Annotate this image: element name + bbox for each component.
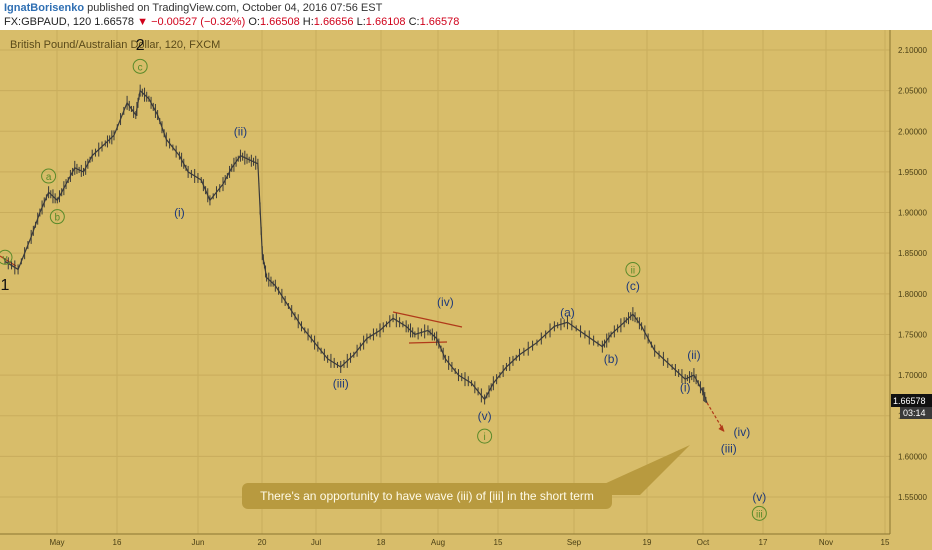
y-tick-label: 1.70000 [898,371,927,380]
wave-label: (iv) [437,295,454,309]
chart-title: British Pound/Australian Dollar, 120, FX… [10,39,220,51]
wave-label: (v) [752,490,766,504]
x-tick-label: 15 [881,538,890,547]
chart-header: IgnatBorisenko published on TradingView.… [0,0,932,30]
y-tick-label: 2.10000 [898,46,927,55]
wave-label: (c) [626,279,640,293]
symbol-line: FX:GBPAUD, 120 1.66578 ▼ −0.00527 (−0.32… [4,16,459,28]
low-label: L: [356,16,366,28]
wave-label-minor: v [3,253,8,264]
x-tick-label: 15 [494,538,503,547]
trendline-upper [392,311,463,328]
x-tick-label: 16 [113,538,122,547]
y-tick-label: 1.55000 [898,493,927,502]
wave-label-minor: ii [631,266,635,277]
wave-label-major: 1 [1,277,10,294]
annotation-callout: There's an opportunity to have wave (iii… [242,483,612,509]
y-tick-label: 2.00000 [898,127,927,136]
wave-label: (iii) [333,376,349,390]
projection [706,402,725,433]
published-text: published on TradingView.com, October 04… [87,2,383,14]
high-value: 1.66656 [313,16,354,28]
projection-arrowhead [718,424,725,432]
x-tick-label: Nov [819,538,833,547]
countdown-text: 03:14 [903,408,926,418]
wave-label-circle [751,505,767,521]
wave-label-minor: b [55,213,61,224]
y-tick-label: 1.85000 [898,249,927,258]
last-price: 1.66578 [94,16,135,28]
callout-pointer [580,445,690,495]
wave-label: (i) [680,380,691,394]
price-change: −0.00527 (−0.32%) [151,16,246,28]
symbol-label: FX:GBPAUD, 120 [4,16,92,28]
countdown-box [900,407,932,419]
wave-label: (v) [478,409,492,423]
wave-label: (ii) [234,124,247,138]
wave-label-minor: iii [756,509,763,520]
x-tick-label: Jul [311,538,321,547]
wave-label: (ii) [687,348,700,362]
x-tick-label: 17 [759,538,768,547]
last-price-box [891,394,932,407]
x-tick-label: 20 [258,538,267,547]
down-arrow-icon: ▼ [137,16,148,28]
chart-background [0,30,932,550]
wave-label: (iv) [734,425,751,439]
wave-label: (a) [560,306,575,320]
wave-label-circle [477,428,493,444]
y-tick-label: 1.95000 [898,168,927,177]
x-tick-label: 19 [643,538,652,547]
last-price-tag-text: 1.66578 [893,396,926,406]
wave-label: (i) [174,206,185,220]
wave-label-circle [625,262,641,277]
wave-label-circle [41,168,57,184]
y-tick-label: 1.80000 [898,290,927,299]
y-tick-label: 1.75000 [898,330,927,339]
chart-grid [0,30,890,534]
y-tick-label: 1.90000 [898,209,927,218]
wave-label-minor: a [46,172,52,183]
y-tick-label: 1.60000 [898,452,927,461]
x-tick-label: Aug [431,538,445,547]
wave-label: (iii) [721,441,737,455]
open-value: 1.66508 [259,16,300,28]
last-price-tag: 1.66578 03:14 [891,394,932,419]
publish-line: IgnatBorisenko published on TradingView.… [4,2,382,14]
y-tick-label: 2.05000 [898,87,927,96]
x-tick-label: May [49,538,64,547]
low-value: 1.66108 [365,16,406,28]
wave-label-circle [0,249,13,265]
trendline-lower [408,341,448,344]
wave-label-minor: c [138,62,143,73]
close-label: C: [408,16,420,28]
wave-label-major: 2 [136,37,145,54]
time-axis[interactable]: May 16 Jun 20 Jul 18 Aug 15 Sep 19 Oct 17 Nov 15 [49,538,890,547]
wave-labels: 1 v a b 2 c (ii) (i) (iii) (iv) (v) i (a) (b) ii (c) (ii… [0,37,767,521]
wave-label-minor: i [484,432,486,443]
x-tick-label: 18 [377,538,386,547]
close-value: 1.66578 [419,16,460,28]
projection-line [706,402,725,433]
wave-label-circle [49,209,65,225]
x-tick-label: Oct [697,538,710,547]
wave-label: (b) [604,352,619,366]
x-tick-label: Jun [192,538,205,547]
open-label: O: [248,16,260,28]
author-link[interactable]: IgnatBorisenko [4,2,85,14]
price-chart[interactable]: British Pound/Australian Dollar, 120, FX… [0,30,932,550]
x-tick-label: Sep [567,538,582,547]
price-series [4,84,708,405]
high-label: H: [302,16,314,28]
wave-label-circle [132,58,148,74]
